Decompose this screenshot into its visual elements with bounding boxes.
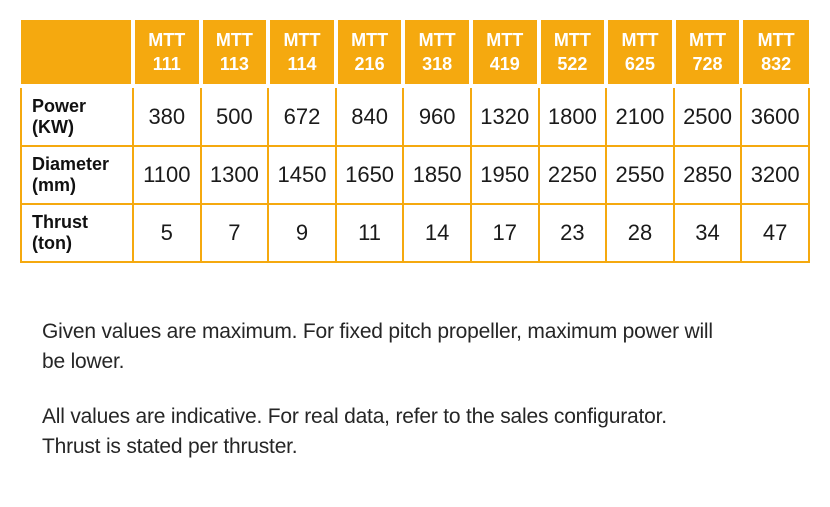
column-header-mtt-111: MTT 111 — [133, 20, 203, 88]
table-cell: 840 — [334, 85, 405, 147]
table-cell: 3600 — [740, 85, 810, 147]
table-cell: 1100 — [132, 145, 202, 205]
note-indicative-values: All values are indicative. For real data… — [42, 405, 667, 458]
table-cell: 17 — [469, 203, 540, 263]
table-cell: 34 — [672, 203, 743, 263]
note-maximum-values: Given values are maximum. For fixed pitc… — [42, 320, 713, 373]
corner-cell — [21, 20, 135, 88]
column-header-mtt-832: MTT 832 — [741, 20, 809, 88]
column-header-mtt-113: MTT 113 — [200, 20, 271, 88]
thruster-spec-table: MTT 111 MTT 113 MTT 114 MTT 216 MTT 318 … — [20, 20, 810, 263]
column-header-mtt-216: MTT 216 — [335, 20, 406, 88]
column-header-mtt-419: MTT 419 — [470, 20, 541, 88]
table-cell: 672 — [267, 85, 337, 147]
table-cell: 3200 — [740, 145, 810, 205]
table-cell: 14 — [402, 203, 472, 263]
row-label-diameter: Diameter (mm) — [20, 145, 134, 205]
table-cell: 9 — [267, 203, 337, 263]
table-cell: 7 — [199, 203, 270, 263]
table-cell: 1800 — [537, 85, 608, 147]
table-row-diameter: Diameter (mm) 1100 1300 1450 1650 1850 1… — [20, 145, 810, 205]
table-cell: 47 — [740, 203, 810, 263]
table-cell: 5 — [132, 203, 202, 263]
table-cell: 1650 — [334, 145, 405, 205]
table-cell: 2100 — [605, 85, 675, 147]
column-header-mtt-318: MTT 318 — [403, 20, 473, 88]
row-label-thrust: Thrust (ton) — [20, 203, 134, 263]
table-cell: 960 — [402, 85, 472, 147]
table-cell: 1850 — [402, 145, 472, 205]
column-header-mtt-522: MTT 522 — [538, 20, 609, 88]
table-cell: 1300 — [199, 145, 270, 205]
column-header-mtt-625: MTT 625 — [606, 20, 676, 88]
table-cell: 1320 — [469, 85, 540, 147]
header-row: MTT 111 MTT 113 MTT 114 MTT 216 MTT 318 … — [21, 20, 809, 88]
table-cell: 380 — [132, 85, 202, 147]
table-row-thrust: Thrust (ton) 5 7 9 11 14 17 23 28 34 47 — [20, 203, 810, 263]
table-cell: 1450 — [267, 145, 337, 205]
table-cell: 28 — [605, 203, 675, 263]
table-cell: 2850 — [672, 145, 743, 205]
table-cell: 2250 — [537, 145, 608, 205]
column-header-mtt-728: MTT 728 — [673, 20, 744, 88]
table-cell: 11 — [334, 203, 405, 263]
table-cell: 1950 — [469, 145, 540, 205]
table-row-power: Power (KW) 380 500 672 840 960 1320 1800… — [20, 85, 810, 147]
table-cell: 23 — [537, 203, 608, 263]
table-cell: 2550 — [605, 145, 675, 205]
row-label-power: Power (KW) — [20, 85, 134, 147]
column-header-mtt-114: MTT 114 — [268, 20, 338, 88]
table-cell: 500 — [199, 85, 270, 147]
table-cell: 2500 — [672, 85, 743, 147]
